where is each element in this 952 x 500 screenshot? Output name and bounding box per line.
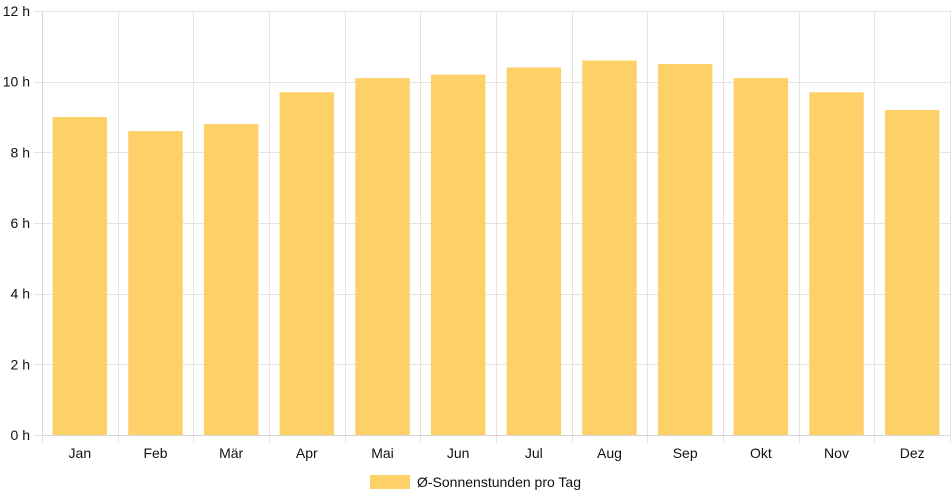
x-tick-label: Jan xyxy=(69,445,92,461)
y-tick-label: 8 h xyxy=(11,144,30,160)
bar[interactable] xyxy=(128,131,183,435)
y-tick-label: 4 h xyxy=(11,286,30,302)
x-tick-label: Aug xyxy=(597,445,622,461)
bar[interactable] xyxy=(733,78,789,435)
x-tick-label: Sep xyxy=(673,445,698,461)
legend-swatch[interactable] xyxy=(370,475,410,489)
bar[interactable] xyxy=(657,64,713,435)
x-tick-label: Feb xyxy=(143,445,167,461)
bars xyxy=(52,60,940,436)
y-tick-label: 2 h xyxy=(11,356,30,372)
x-tick-label: Apr xyxy=(296,445,318,461)
x-tick-label: Dez xyxy=(900,445,925,461)
bar[interactable] xyxy=(52,117,108,435)
x-axis-tick-labels: Jan Feb Mär Apr Mai Jun Jul Aug Sep Okt Nov Dez xyxy=(69,445,925,461)
legend[interactable]: Ø-Sonnenstunden pro Tag xyxy=(370,474,581,490)
y-tick-label: 12 h xyxy=(3,3,30,19)
x-tick-label: Mär xyxy=(219,445,243,461)
y-tick-label: 10 h xyxy=(3,74,30,90)
bar[interactable] xyxy=(506,67,562,435)
bar[interactable] xyxy=(582,60,637,435)
bar[interactable] xyxy=(355,78,410,435)
x-tick-label: Mai xyxy=(371,445,394,461)
y-tick-label: 6 h xyxy=(11,215,30,231)
bar[interactable] xyxy=(809,92,864,436)
y-axis-tick-labels: 0 h 2 h 4 h 6 h 8 h 10 h 12 h xyxy=(3,3,30,443)
grid-lines xyxy=(42,11,951,443)
bar[interactable] xyxy=(430,74,486,435)
bar[interactable] xyxy=(203,124,259,435)
x-tick-label: Jun xyxy=(447,445,470,461)
x-tick-label: Okt xyxy=(750,445,772,461)
legend-label[interactable]: Ø-Sonnenstunden pro Tag xyxy=(417,474,581,490)
axes xyxy=(34,11,950,436)
x-tick-label: Nov xyxy=(824,445,849,461)
bar[interactable] xyxy=(884,109,940,436)
bar[interactable] xyxy=(279,92,335,436)
y-tick-label: 0 h xyxy=(11,427,30,443)
x-tick-label: Jul xyxy=(525,445,543,461)
